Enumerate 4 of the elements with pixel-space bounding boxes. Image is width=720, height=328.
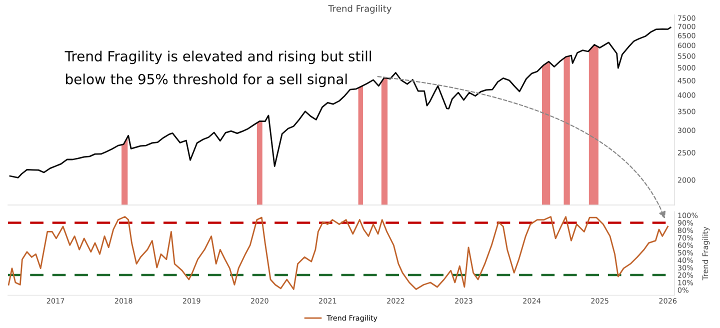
- chart-title: Trend Fragility: [328, 4, 392, 14]
- line-series: [9, 26, 672, 178]
- annotation: Trend Fragility is elevated and rising but still below the 95% threshold for a sell signal: [64, 50, 371, 88]
- line-series: [8, 216, 669, 290]
